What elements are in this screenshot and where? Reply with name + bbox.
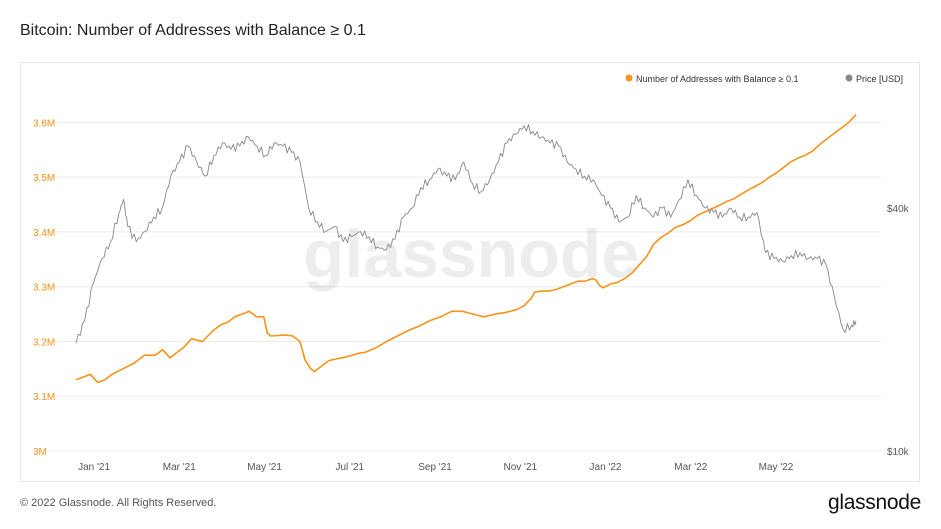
- left-tick-label: 3.5M: [33, 173, 55, 184]
- watermark: glassnode: [303, 216, 639, 292]
- legend-label: Price [USD]: [856, 74, 903, 84]
- x-tick-label: Nov '21: [503, 462, 537, 473]
- left-tick-label: 3.6M: [33, 118, 55, 129]
- legend: Number of Addresses with Balance ≥ 0.1 Pr…: [625, 74, 903, 84]
- copyright-footer: © 2022 Glassnode. All Rights Reserved.: [20, 497, 217, 509]
- series-lines: [75, 114, 857, 384]
- grid-lines: [43, 121, 881, 452]
- left-tick-label: 3M: [33, 447, 47, 458]
- x-tick-label: Jan '22: [590, 462, 622, 473]
- left-tick-label: 3.4M: [33, 228, 55, 239]
- right-tick-label: $40k: [887, 204, 910, 215]
- left-tick-label: 3.1M: [33, 392, 55, 403]
- chart-panel: glassnode 3M 3.1M 3.2M 3.3M 3.4M 3.5M 3.6M $10…: [20, 62, 920, 482]
- x-tick-label: Sep '21: [418, 462, 452, 473]
- legend-marker: [845, 74, 853, 82]
- chart-svg: glassnode 3M 3.1M 3.2M 3.3M 3.4M 3.5M 3.6M $10…: [33, 74, 910, 473]
- x-tick-label: Mar '22: [674, 462, 707, 473]
- right-axis-ticks: $10k $40k: [887, 204, 910, 458]
- chart-title: Bitcoin: Number of Addresses with Balanc…: [20, 22, 366, 39]
- legend-marker: [625, 74, 633, 82]
- brand-logo: glassnode: [827, 491, 921, 514]
- x-axis-ticks: Jan '21 Mar '21 May '21 Jul '21 Sep '21 Nov '…: [78, 462, 794, 473]
- right-tick-label: $10k: [887, 447, 910, 458]
- x-tick-label: Mar '21: [163, 462, 196, 473]
- x-tick-label: May '22: [759, 462, 794, 473]
- addresses-line: [75, 114, 857, 384]
- left-tick-label: 3.2M: [33, 337, 55, 348]
- x-tick-label: May '21: [247, 462, 282, 473]
- left-axis-ticks: 3M 3.1M 3.2M 3.3M 3.4M 3.5M 3.6M: [33, 118, 55, 458]
- x-tick-label: Jan '21: [78, 462, 110, 473]
- left-tick-label: 3.3M: [33, 283, 55, 294]
- x-tick-label: Jul '21: [335, 462, 364, 473]
- price-line: [75, 124, 857, 344]
- legend-label: Number of Addresses with Balance ≥ 0.1: [636, 74, 799, 84]
